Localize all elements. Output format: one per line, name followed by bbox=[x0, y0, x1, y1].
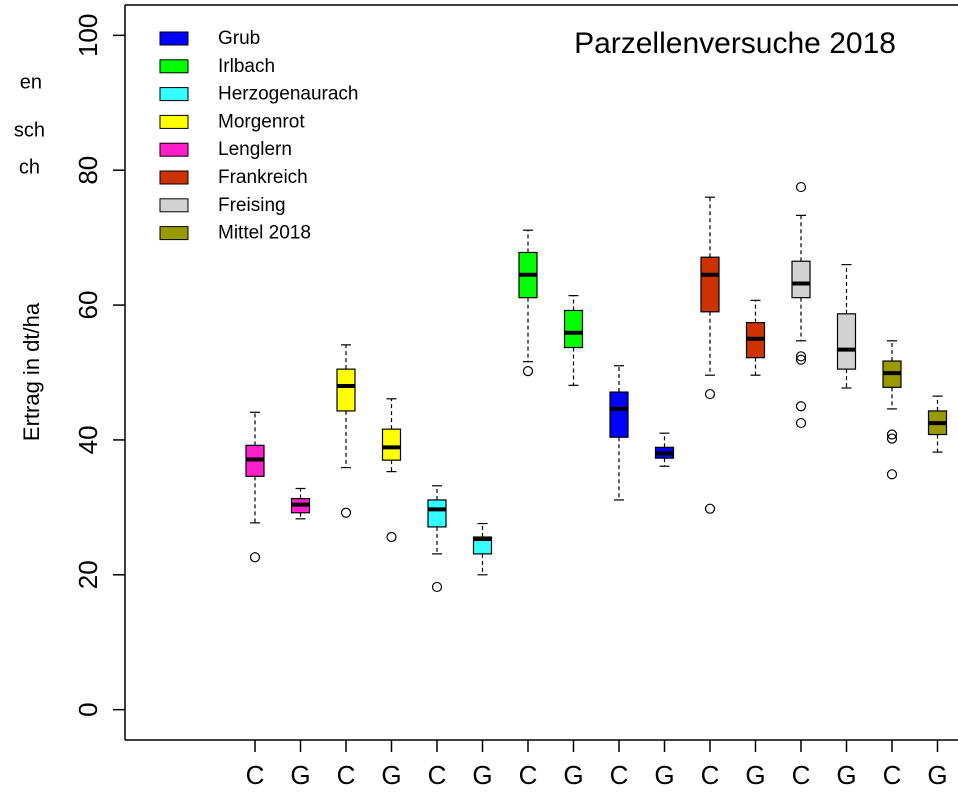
outlier bbox=[886, 433, 898, 444]
y-axis-label: Ertrag in dt/ha bbox=[19, 302, 44, 441]
outlier bbox=[795, 401, 807, 412]
box bbox=[700, 256, 720, 313]
x-tick-label: C bbox=[337, 760, 356, 790]
x-tick-label: G bbox=[927, 760, 947, 790]
legend-label: Irlbach bbox=[218, 56, 275, 77]
chart-title: Parzellenversuche 2018 bbox=[574, 27, 896, 60]
x-tick-label: C bbox=[246, 760, 265, 790]
box bbox=[427, 499, 447, 528]
legend-swatch bbox=[159, 142, 189, 157]
outlier bbox=[704, 388, 716, 400]
legend-label: Herzogenaurach bbox=[218, 84, 358, 105]
legend-label: Freising bbox=[218, 195, 286, 216]
legend-swatch bbox=[159, 87, 189, 102]
annotation: sch bbox=[14, 119, 45, 141]
legend-label: Grub bbox=[218, 28, 260, 49]
x-tick-label: G bbox=[836, 760, 856, 790]
outlier bbox=[431, 581, 443, 593]
x-tick-label: C bbox=[519, 760, 538, 790]
box bbox=[472, 536, 493, 555]
y-tick-label: 80 bbox=[73, 156, 103, 185]
outlier bbox=[249, 552, 261, 563]
x-tick-label: G bbox=[563, 760, 583, 790]
outlier bbox=[795, 417, 807, 429]
annotation: en bbox=[20, 71, 42, 93]
outlier bbox=[886, 429, 898, 440]
y-tick-label: 20 bbox=[73, 560, 103, 589]
outlier bbox=[704, 503, 716, 514]
outlier bbox=[795, 351, 807, 362]
outlier bbox=[386, 531, 397, 543]
x-tick-label: G bbox=[472, 760, 492, 790]
outlier bbox=[886, 469, 898, 480]
x-tick-label: G bbox=[745, 760, 765, 790]
y-tick-label: 60 bbox=[73, 291, 103, 320]
annotation: ch bbox=[19, 156, 40, 178]
y-tick-label: 40 bbox=[73, 425, 103, 454]
legend-swatch bbox=[159, 59, 189, 74]
x-tick-label: C bbox=[792, 760, 811, 790]
legend-label: Morgenrot bbox=[218, 111, 305, 132]
legend-label: Frankreich bbox=[218, 167, 308, 188]
x-tick-label: C bbox=[701, 760, 720, 790]
box bbox=[791, 260, 811, 299]
box bbox=[381, 428, 402, 461]
legend-label: Lenglern bbox=[218, 139, 292, 160]
legend-label: Mittel 2018 bbox=[218, 223, 311, 244]
box bbox=[336, 368, 356, 412]
box bbox=[563, 309, 584, 349]
outlier bbox=[522, 366, 534, 377]
x-tick-label: C bbox=[883, 760, 902, 790]
x-tick-label: G bbox=[290, 760, 310, 790]
legend-swatch bbox=[159, 170, 189, 185]
x-tick-label: G bbox=[654, 760, 674, 790]
outlier bbox=[340, 507, 352, 518]
x-tick-label: C bbox=[610, 760, 629, 790]
outlier bbox=[795, 181, 807, 193]
y-tick-label: 100 bbox=[73, 14, 103, 57]
box bbox=[836, 313, 857, 370]
legend-swatch bbox=[159, 114, 189, 129]
outlier bbox=[795, 354, 807, 365]
x-tick-label: C bbox=[428, 760, 447, 790]
legend-swatch bbox=[159, 226, 189, 241]
box bbox=[609, 391, 629, 438]
y-tick-label: 0 bbox=[73, 702, 103, 716]
legend-swatch bbox=[159, 198, 189, 213]
legend-swatch bbox=[159, 31, 189, 46]
x-tick-label: G bbox=[381, 760, 401, 790]
